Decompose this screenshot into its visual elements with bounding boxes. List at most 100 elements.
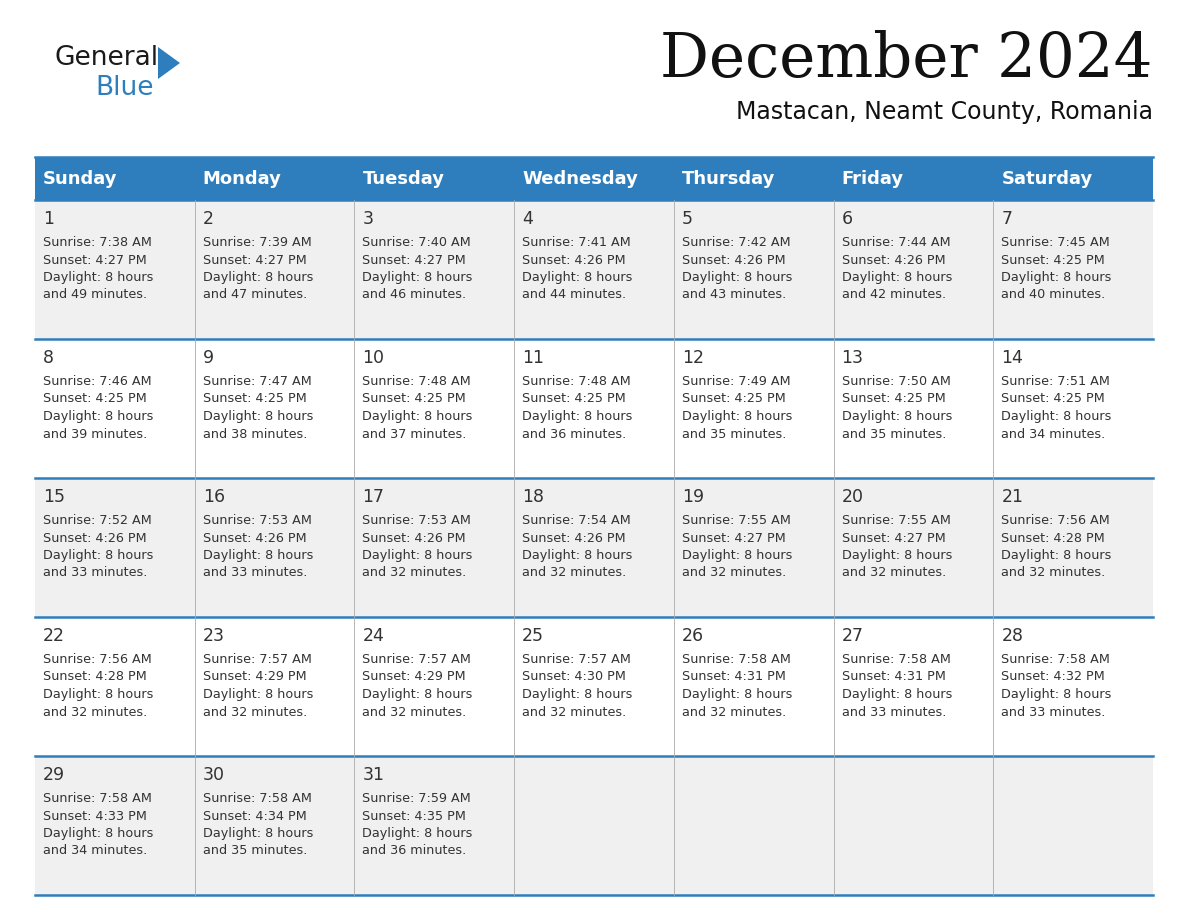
Text: Sunset: 4:30 PM: Sunset: 4:30 PM: [523, 670, 626, 684]
Text: 31: 31: [362, 766, 385, 784]
Text: 28: 28: [1001, 627, 1023, 645]
Text: Wednesday: Wednesday: [523, 170, 638, 187]
Text: Daylight: 8 hours: Daylight: 8 hours: [203, 688, 314, 701]
Text: Sunrise: 7:58 AM: Sunrise: 7:58 AM: [203, 792, 311, 805]
Text: and 35 minutes.: and 35 minutes.: [203, 845, 307, 857]
Text: Sunrise: 7:58 AM: Sunrise: 7:58 AM: [43, 792, 152, 805]
Text: and 32 minutes.: and 32 minutes.: [362, 706, 467, 719]
Text: Daylight: 8 hours: Daylight: 8 hours: [203, 827, 314, 840]
Text: Sunrise: 7:38 AM: Sunrise: 7:38 AM: [43, 236, 152, 249]
Text: and 32 minutes.: and 32 minutes.: [362, 566, 467, 579]
Text: Daylight: 8 hours: Daylight: 8 hours: [523, 271, 632, 284]
Text: Sunset: 4:26 PM: Sunset: 4:26 PM: [523, 253, 626, 266]
Text: and 33 minutes.: and 33 minutes.: [1001, 706, 1106, 719]
Bar: [34, 756, 1154, 895]
Text: Daylight: 8 hours: Daylight: 8 hours: [43, 827, 153, 840]
Text: and 49 minutes.: and 49 minutes.: [43, 288, 147, 301]
Text: 9: 9: [203, 349, 214, 367]
Text: and 32 minutes.: and 32 minutes.: [841, 566, 946, 579]
Text: 20: 20: [841, 488, 864, 506]
Text: Sunrise: 7:46 AM: Sunrise: 7:46 AM: [43, 375, 152, 388]
Text: Sunrise: 7:59 AM: Sunrise: 7:59 AM: [362, 792, 472, 805]
Text: Sunset: 4:25 PM: Sunset: 4:25 PM: [43, 393, 147, 406]
Text: 26: 26: [682, 627, 704, 645]
Text: 24: 24: [362, 627, 384, 645]
Text: Sunset: 4:34 PM: Sunset: 4:34 PM: [203, 810, 307, 823]
Text: Sunset: 4:31 PM: Sunset: 4:31 PM: [841, 670, 946, 684]
Text: Daylight: 8 hours: Daylight: 8 hours: [362, 549, 473, 562]
Text: Sunrise: 7:48 AM: Sunrise: 7:48 AM: [362, 375, 472, 388]
Text: and 43 minutes.: and 43 minutes.: [682, 288, 786, 301]
Text: Sunrise: 7:57 AM: Sunrise: 7:57 AM: [203, 653, 311, 666]
Text: Daylight: 8 hours: Daylight: 8 hours: [682, 688, 792, 701]
Text: Daylight: 8 hours: Daylight: 8 hours: [362, 271, 473, 284]
Text: Mastacan, Neamt County, Romania: Mastacan, Neamt County, Romania: [737, 100, 1154, 124]
Text: Sunrise: 7:50 AM: Sunrise: 7:50 AM: [841, 375, 950, 388]
Bar: [34, 200, 1154, 339]
Text: Sunset: 4:27 PM: Sunset: 4:27 PM: [362, 253, 466, 266]
Text: Daylight: 8 hours: Daylight: 8 hours: [203, 410, 314, 423]
Text: Sunset: 4:25 PM: Sunset: 4:25 PM: [523, 393, 626, 406]
Text: Sunrise: 7:51 AM: Sunrise: 7:51 AM: [1001, 375, 1110, 388]
Text: and 34 minutes.: and 34 minutes.: [43, 845, 147, 857]
Text: and 40 minutes.: and 40 minutes.: [1001, 288, 1106, 301]
Text: and 47 minutes.: and 47 minutes.: [203, 288, 307, 301]
Text: 10: 10: [362, 349, 385, 367]
Text: Daylight: 8 hours: Daylight: 8 hours: [203, 549, 314, 562]
Text: Monday: Monday: [203, 170, 282, 187]
Text: Sunrise: 7:58 AM: Sunrise: 7:58 AM: [682, 653, 791, 666]
Text: Daylight: 8 hours: Daylight: 8 hours: [841, 549, 952, 562]
Text: Sunrise: 7:41 AM: Sunrise: 7:41 AM: [523, 236, 631, 249]
Text: and 35 minutes.: and 35 minutes.: [841, 428, 946, 441]
Text: Daylight: 8 hours: Daylight: 8 hours: [203, 271, 314, 284]
Text: General: General: [55, 45, 159, 71]
Text: Daylight: 8 hours: Daylight: 8 hours: [523, 549, 632, 562]
Text: Sunset: 4:27 PM: Sunset: 4:27 PM: [203, 253, 307, 266]
Text: Sunset: 4:25 PM: Sunset: 4:25 PM: [1001, 393, 1105, 406]
Text: Thursday: Thursday: [682, 170, 776, 187]
Text: 6: 6: [841, 210, 853, 228]
Text: Sunrise: 7:39 AM: Sunrise: 7:39 AM: [203, 236, 311, 249]
Text: 27: 27: [841, 627, 864, 645]
Text: Sunrise: 7:57 AM: Sunrise: 7:57 AM: [362, 653, 472, 666]
Text: Sunrise: 7:57 AM: Sunrise: 7:57 AM: [523, 653, 631, 666]
Text: Daylight: 8 hours: Daylight: 8 hours: [682, 410, 792, 423]
Text: Sunset: 4:26 PM: Sunset: 4:26 PM: [43, 532, 146, 544]
Text: Sunrise: 7:56 AM: Sunrise: 7:56 AM: [43, 653, 152, 666]
Text: Sunrise: 7:48 AM: Sunrise: 7:48 AM: [523, 375, 631, 388]
Text: and 38 minutes.: and 38 minutes.: [203, 428, 307, 441]
Text: Daylight: 8 hours: Daylight: 8 hours: [1001, 549, 1112, 562]
Text: 3: 3: [362, 210, 373, 228]
Text: Sunset: 4:25 PM: Sunset: 4:25 PM: [841, 393, 946, 406]
Bar: [34, 478, 1154, 617]
Text: Saturday: Saturday: [1001, 170, 1093, 187]
Text: 12: 12: [682, 349, 703, 367]
Bar: [34, 157, 1154, 200]
Text: 29: 29: [43, 766, 65, 784]
Text: Sunset: 4:27 PM: Sunset: 4:27 PM: [43, 253, 147, 266]
Text: and 32 minutes.: and 32 minutes.: [682, 706, 786, 719]
Text: Sunset: 4:27 PM: Sunset: 4:27 PM: [841, 532, 946, 544]
Text: Daylight: 8 hours: Daylight: 8 hours: [1001, 688, 1112, 701]
Text: 11: 11: [523, 349, 544, 367]
Text: Sunrise: 7:40 AM: Sunrise: 7:40 AM: [362, 236, 472, 249]
Text: Sunday: Sunday: [43, 170, 118, 187]
Text: Sunrise: 7:56 AM: Sunrise: 7:56 AM: [1001, 514, 1110, 527]
Text: Daylight: 8 hours: Daylight: 8 hours: [682, 271, 792, 284]
Text: 19: 19: [682, 488, 704, 506]
Text: and 33 minutes.: and 33 minutes.: [841, 706, 946, 719]
Text: Sunset: 4:29 PM: Sunset: 4:29 PM: [203, 670, 307, 684]
Text: Daylight: 8 hours: Daylight: 8 hours: [841, 271, 952, 284]
Text: and 33 minutes.: and 33 minutes.: [43, 566, 147, 579]
Text: Sunset: 4:28 PM: Sunset: 4:28 PM: [1001, 532, 1105, 544]
Text: Sunset: 4:33 PM: Sunset: 4:33 PM: [43, 810, 147, 823]
Text: Friday: Friday: [841, 170, 904, 187]
Text: Sunrise: 7:58 AM: Sunrise: 7:58 AM: [841, 653, 950, 666]
Text: 1: 1: [43, 210, 53, 228]
Bar: [34, 339, 1154, 478]
Text: 23: 23: [203, 627, 225, 645]
Text: Sunrise: 7:44 AM: Sunrise: 7:44 AM: [841, 236, 950, 249]
Text: and 32 minutes.: and 32 minutes.: [523, 566, 626, 579]
Text: Sunrise: 7:45 AM: Sunrise: 7:45 AM: [1001, 236, 1110, 249]
Text: Tuesday: Tuesday: [362, 170, 444, 187]
